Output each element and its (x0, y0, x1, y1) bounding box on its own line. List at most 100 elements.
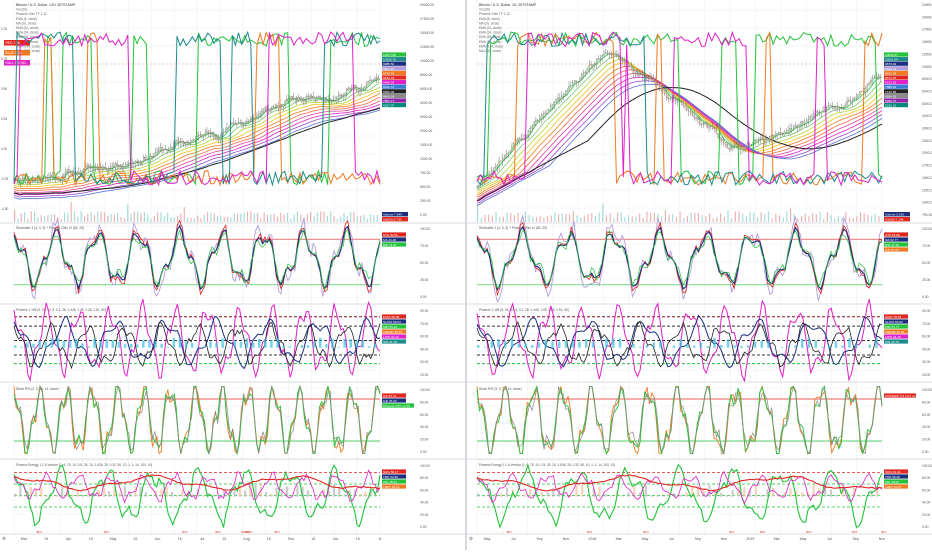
phoenix-histogram-bar (282, 346, 285, 348)
buy-marker: BUY (275, 530, 281, 534)
energy-histogram-bar (108, 491, 110, 496)
volume-bar (160, 212, 161, 222)
candle-body (522, 139, 523, 140)
candle-body (348, 88, 349, 90)
phoenix-histogram-bar (673, 346, 676, 348)
price-scale-tick: 1250.00 (922, 188, 932, 192)
candle-body (258, 115, 259, 117)
candle-body (160, 148, 161, 150)
energy-histogram-bar (14, 494, 16, 497)
volume-bar (488, 215, 489, 222)
phoenix-histogram-bar (93, 339, 96, 348)
candle-body (760, 138, 761, 140)
volume-bar (54, 214, 55, 222)
volume-bar (217, 216, 218, 222)
volume-bar (77, 217, 78, 222)
pane-value-tag-label: SLOW 68.54 (383, 320, 401, 324)
volume-bar (194, 218, 195, 222)
candle-body (226, 128, 227, 132)
candle-body (762, 138, 763, 140)
candle-body (673, 98, 674, 99)
candle-body (572, 83, 573, 86)
phoenix-histogram-bar (173, 338, 176, 348)
pane-scale-tick: 100.00 (922, 388, 932, 392)
volume-bar (838, 216, 839, 222)
time-axis-label: 15 (267, 537, 271, 541)
candle-body (376, 77, 377, 78)
volume-bar (735, 212, 736, 222)
phoenix-histogram-bar (545, 340, 548, 348)
candle-body (290, 98, 291, 101)
candle-body (802, 122, 803, 124)
candle-body (491, 170, 492, 174)
candle-body (489, 174, 490, 175)
volume-bar (683, 218, 684, 222)
candle-body (596, 59, 597, 63)
volume-bar (41, 215, 42, 222)
volume-bar (702, 215, 703, 222)
price-tag-label: 5312.16 (885, 104, 896, 108)
candle-body (574, 81, 575, 83)
time-axis-label: 2018 (588, 537, 596, 541)
pane-value-tag-label: MA 44.28 (383, 238, 396, 242)
buy-marker: BUY (644, 530, 650, 534)
phoenix-histogram-bar (578, 342, 581, 348)
phoenix-histogram-bar (821, 347, 824, 348)
candle-body (133, 163, 134, 164)
phoenix-histogram-bar (307, 345, 310, 348)
phoenix-histogram-bar (788, 345, 791, 347)
candle-body (137, 161, 138, 162)
buy-marker: BUY (37, 530, 43, 534)
pane-scale-tick: 75.00 (420, 244, 428, 248)
candle-body (828, 105, 829, 107)
energy-histogram-bar (307, 490, 309, 496)
legend-item: MA (20, close) (16, 21, 36, 25)
price-tag-label: 7689.42 (885, 85, 896, 89)
time-axis-label: Nov (721, 537, 728, 541)
candle-body (510, 151, 511, 152)
volume-bar (170, 217, 171, 222)
volume-bar (738, 211, 739, 222)
candle-body (349, 88, 350, 90)
volume-bar (34, 211, 35, 222)
volume-bar (779, 215, 780, 222)
price-scale-tick: 750.00 (922, 213, 932, 217)
legend-item: EMA (55, close) (479, 35, 502, 39)
volume-bar (247, 212, 248, 222)
candle-body (261, 111, 262, 113)
phoenix-histogram-bar (301, 345, 304, 348)
phoenix-histogram-bar (234, 340, 237, 347)
candle-body (714, 128, 715, 129)
candle-body (839, 107, 840, 108)
energy-histogram-bar (685, 493, 687, 497)
price-tag-label: 6917.07 (383, 104, 394, 108)
volume-bar (573, 211, 574, 222)
candle-body (161, 148, 162, 151)
phoenix-histogram-bar (221, 338, 224, 347)
pane-value-tag-label: TRD 52.90 (383, 475, 398, 479)
candle-body (306, 97, 307, 100)
candle-body (629, 66, 630, 67)
signal-badge-label: RED 7.26 (6, 41, 20, 45)
candle-body (705, 123, 706, 124)
price-tag-label: 5962.07 (885, 99, 896, 103)
candle-body (311, 96, 312, 98)
time-axis-label: Jul (200, 537, 205, 541)
volume-bar (187, 218, 188, 222)
volume-bar (481, 218, 482, 222)
pane-scale-tick: 60.00 (922, 335, 930, 339)
candle-body (581, 74, 582, 78)
candle-body (526, 135, 527, 138)
volume-bar (543, 218, 544, 222)
candle-body (366, 84, 367, 86)
volume-bar (823, 219, 824, 222)
candle-body (686, 106, 687, 110)
energy-histogram-bar (234, 489, 236, 496)
candle-body (800, 122, 801, 125)
energy-histogram-bar (244, 490, 246, 496)
pane-value-tag-label: NRG 58.17 (383, 470, 399, 474)
candle-body (519, 138, 520, 141)
volume-bar (495, 212, 496, 222)
